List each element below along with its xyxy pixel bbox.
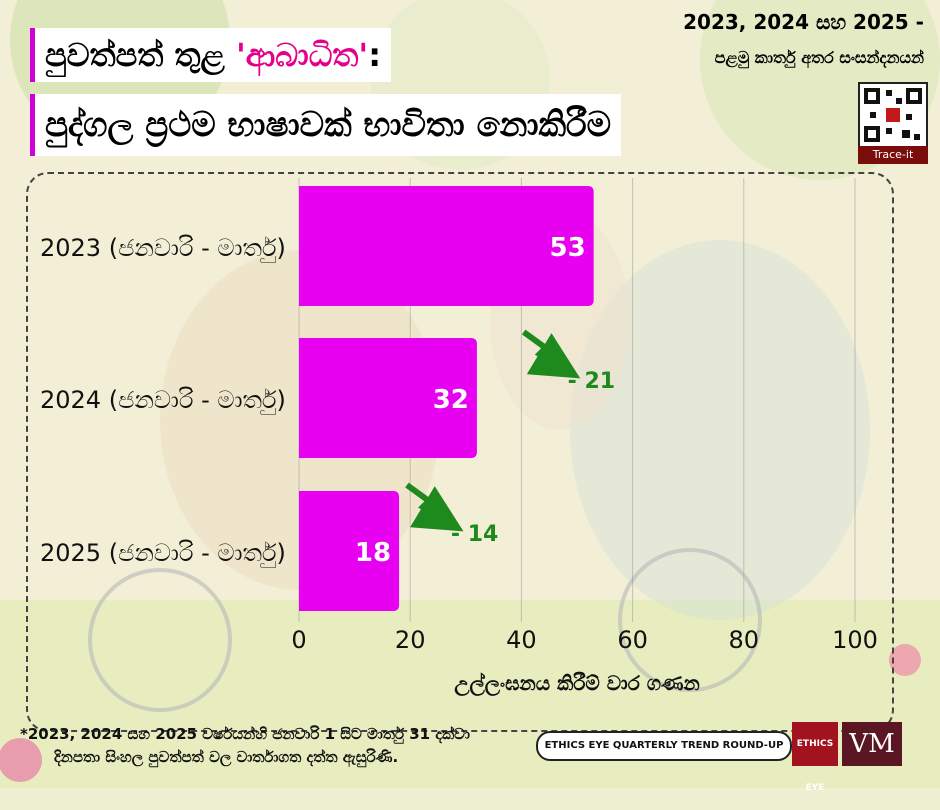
x-tick-label: 0	[291, 626, 306, 654]
bar	[299, 186, 594, 306]
decrease-arrow-icon	[521, 329, 581, 379]
vm-logo: VM	[842, 722, 902, 766]
change-label: - 14	[451, 522, 498, 547]
category-label: 2023 (ජනවාරි - මාර්තු)	[40, 234, 286, 263]
x-tick-label: 100	[832, 626, 878, 654]
footnote-line1: *2023, 2024 සහ 2025 වර්ෂයන්හි ජනවාරි 1 ස…	[20, 725, 470, 743]
subtitle-comparison: පළමු කාර්තු අතර සංසන්දනයන්	[714, 48, 924, 67]
decrease-arrow-icon	[405, 482, 464, 532]
footnote-line2: දිනපතා සිංහල පුවත්පත් වල වාර්තාගත දත්ත ඇ…	[54, 748, 399, 766]
x-tick-label: 40	[506, 626, 537, 654]
trace-it-label: Trace-it	[858, 146, 928, 164]
qr-pattern	[864, 88, 922, 142]
bar-chart: 53 32 18 2023 (ජනවාරි - මාර්තු) 2024 (ජනවාර…	[40, 178, 878, 697]
change-label: - 21	[568, 369, 615, 394]
chart-title-line1: පුවත්පත් තුළ 'ආබාධිත':	[30, 28, 391, 82]
qr-code-icon[interactable]	[858, 82, 928, 148]
category-label: 2025 (ජනවාරි - මාර්තු)	[40, 539, 286, 568]
category-label: 2024 (ජනවාරි - මාර්තු)	[40, 386, 286, 415]
bar-value-label: 18	[355, 538, 391, 568]
x-tick-label: 60	[617, 626, 648, 654]
chart-panel	[26, 172, 894, 732]
chart-title-line2: පුද්ගල ප්‍රථම භාෂාවක් භාවිතා නොකිරීම	[30, 94, 622, 156]
subtitle-years: 2023, 2024 සහ 2025 -	[683, 10, 924, 34]
bar-value-label: 53	[549, 233, 585, 263]
brand-pill: ETHICS EYE QUARTERLY TREND ROUND-UP	[536, 731, 792, 761]
bar	[299, 491, 400, 611]
bar	[299, 338, 477, 458]
ethics-eye-logo: ETHICS EYE	[792, 722, 838, 793]
x-tick-label: 80	[729, 626, 760, 654]
x-axis-label: උල්ලංඝනය කිරීම් වාර ගණන	[454, 671, 700, 697]
bar-value-label: 32	[433, 385, 469, 415]
footnote: *2023, 2024 සහ 2025 වර්ෂයන්හි ජනවාරි 1 ස…	[20, 723, 532, 769]
x-tick-label: 20	[395, 626, 426, 654]
